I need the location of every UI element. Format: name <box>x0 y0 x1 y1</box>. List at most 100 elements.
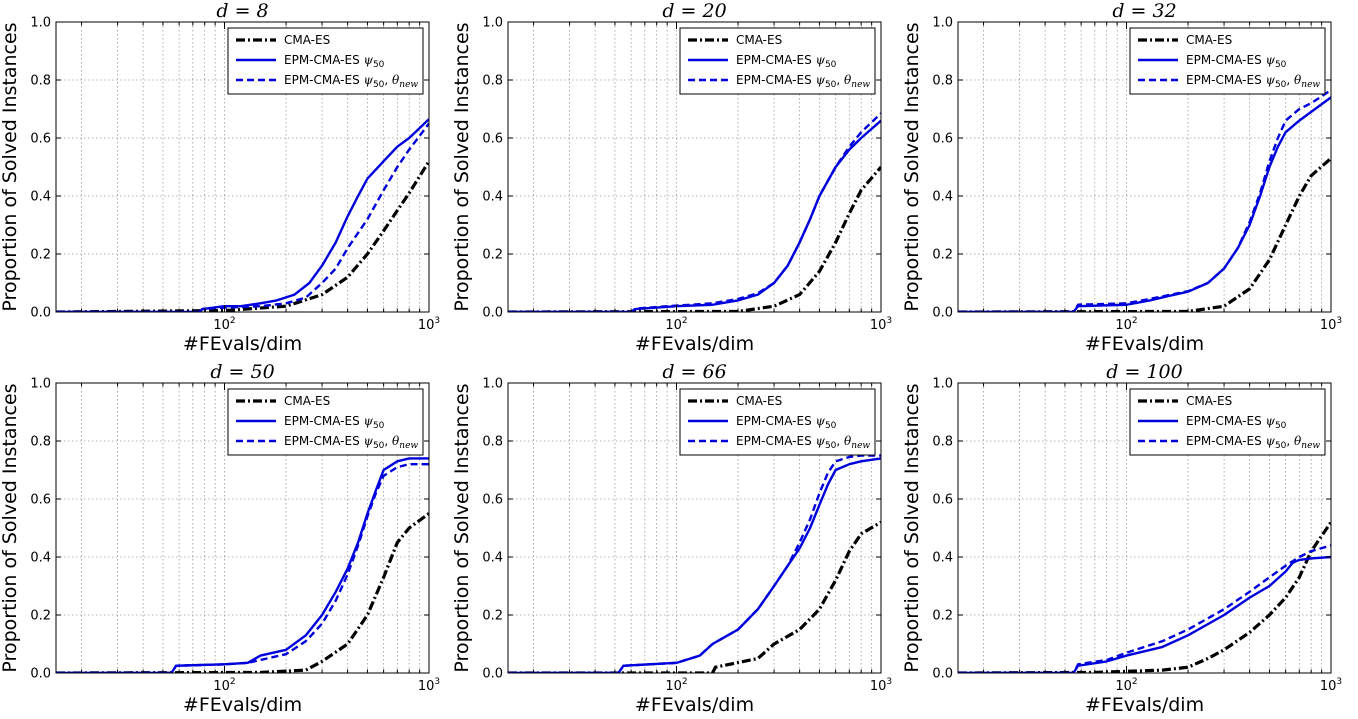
legend-label-1: EPM-CMA-ES ψ50​ <box>736 414 837 431</box>
y-tick-label: 0.8 <box>482 435 503 450</box>
y-tick-label: 0.2 <box>30 609 51 624</box>
legend-label-1: EPM-CMA-ES ψ50​ <box>284 414 385 431</box>
y-tick-label: 0.2 <box>482 609 503 624</box>
series-line-0 <box>56 512 429 673</box>
panel-title: d = 32 <box>1112 0 1176 22</box>
y-tick-label: 1.0 <box>30 16 51 31</box>
legend-label-1: EPM-CMA-ES ψ50​ <box>284 53 385 70</box>
y-tick-label: 0.0 <box>482 306 503 321</box>
y-tick-label: 0.0 <box>30 306 51 321</box>
x-axis-label: #FEvals/dim <box>635 694 754 716</box>
x-axis-label: #FEvals/dim <box>183 333 302 355</box>
y-tick-label: 1.0 <box>482 16 503 31</box>
y-tick-label: 0.2 <box>932 609 953 624</box>
legend-label-2: EPM-CMA-ES ψ50​, θnew​ <box>1186 73 1320 90</box>
series-line-2 <box>958 89 1331 312</box>
y-tick-label: 0.8 <box>30 74 51 89</box>
series-group <box>508 454 881 673</box>
y-tick-label: 0.2 <box>932 248 953 263</box>
y-tick-label: 0.0 <box>932 306 953 321</box>
series-line-0 <box>958 157 1331 312</box>
plot-frame <box>55 21 430 313</box>
x-tick-label: 102 <box>665 677 687 694</box>
y-tick-label: 1.0 <box>482 377 503 392</box>
y-tick-label: 0.6 <box>30 132 51 147</box>
series-line-1 <box>508 457 881 673</box>
y-tick-label: 0.6 <box>932 132 953 147</box>
legend-label-2: EPM-CMA-ES ψ50​, θnew​ <box>1186 434 1320 451</box>
series-line-1 <box>508 119 881 312</box>
y-tick-label: 0.2 <box>30 248 51 263</box>
y-tick-label: 0.8 <box>932 435 953 450</box>
x-tick-label: 102 <box>213 316 235 333</box>
x-tick-label: 103 <box>1320 316 1342 333</box>
y-tick-label: 0.6 <box>482 493 503 508</box>
series-line-2 <box>508 112 881 312</box>
series-line-2 <box>508 454 881 673</box>
chart-panel-5: 0.0 0.2 0.4 0.6 0.8 1.0 102 103 d = 100 #FEvals/d… <box>901 361 1342 716</box>
y-tick-label: 0.0 <box>932 667 953 682</box>
y-tick-label: 0.4 <box>482 190 503 205</box>
y-tick-label: 0.4 <box>932 551 953 566</box>
x-tick-label: 103 <box>418 316 440 333</box>
plot-frame <box>55 382 430 674</box>
legend-label-0: CMA-ES <box>1186 394 1232 408</box>
panel-title: d = 50 <box>210 361 274 383</box>
y-tick-label: 0.0 <box>30 667 51 682</box>
chart-panel-0: 0.0 0.2 0.4 0.6 0.8 1.0 102 103 d = 8 #FEvals/dim… <box>0 0 440 355</box>
legend-label-2: EPM-CMA-ES ψ50​, θnew​ <box>284 73 418 90</box>
legend-label-2: EPM-CMA-ES ψ50​, θnew​ <box>736 73 870 90</box>
y-tick-label: 0.4 <box>30 190 51 205</box>
panel-title: d = 20 <box>662 0 726 22</box>
y-tick-label: 1.0 <box>932 16 953 31</box>
legend-label-1: EPM-CMA-ES ψ50​ <box>1186 414 1287 431</box>
x-axis-label: #FEvals/dim <box>1085 333 1204 355</box>
y-tick-label: 0.8 <box>30 435 51 450</box>
y-axis-label: Proportion of Solved Instances <box>0 22 21 311</box>
y-tick-label: 0.8 <box>932 74 953 89</box>
legend: CMA-ES EPM-CMA-ES ψ50​ EPM-CMA-ES ψ50​, θn… <box>227 27 424 95</box>
y-tick-label: 1.0 <box>932 377 953 392</box>
y-tick-label: 0.4 <box>30 551 51 566</box>
legend-label-2: EPM-CMA-ES ψ50​, θnew​ <box>736 434 870 451</box>
x-axis-label: #FEvals/dim <box>635 333 754 355</box>
series-line-1 <box>56 457 429 673</box>
x-tick-label: 102 <box>665 316 687 333</box>
series-line-0 <box>508 165 881 312</box>
x-tick-label: 103 <box>418 677 440 694</box>
x-axis-label: #FEvals/dim <box>183 694 302 716</box>
chart-panel-4: 0.0 0.2 0.4 0.6 0.8 1.0 102 103 d = 66 #FEvals/di… <box>451 361 892 716</box>
legend: CMA-ES EPM-CMA-ES ψ50​ EPM-CMA-ES ψ50​, θn… <box>227 388 424 456</box>
series-line-0 <box>508 520 881 673</box>
series-line-1 <box>958 96 1331 312</box>
legend: CMA-ES EPM-CMA-ES ψ50​ EPM-CMA-ES ψ50​, θn… <box>679 388 876 456</box>
x-tick-label: 102 <box>213 677 235 694</box>
series-line-2 <box>56 463 429 673</box>
legend-label-0: CMA-ES <box>284 394 330 408</box>
legend: CMA-ES EPM-CMA-ES ψ50​ EPM-CMA-ES ψ50​, θn… <box>679 27 876 95</box>
legend-label-0: CMA-ES <box>736 33 782 47</box>
chart-panel-1: 0.0 0.2 0.4 0.6 0.8 1.0 102 103 d = 20 #FEvals/di… <box>451 0 892 355</box>
series-line-0 <box>56 160 429 312</box>
legend-label-2: EPM-CMA-ES ψ50​, θnew​ <box>284 434 418 451</box>
legend-label-0: CMA-ES <box>284 33 330 47</box>
y-tick-label: 0.6 <box>30 493 51 508</box>
x-tick-label: 103 <box>870 677 892 694</box>
y-tick-label: 0.8 <box>482 74 503 89</box>
y-tick-label: 0.6 <box>482 132 503 147</box>
series-line-1 <box>958 555 1331 673</box>
y-axis-label: Proportion of Solved Instances <box>0 383 21 672</box>
panel-title: d = 66 <box>662 361 726 383</box>
series-group <box>56 118 429 312</box>
series-group <box>958 89 1331 312</box>
x-tick-label: 102 <box>1115 316 1137 333</box>
legend: CMA-ES EPM-CMA-ES ψ50​ EPM-CMA-ES ψ50​, θn… <box>1129 27 1326 95</box>
series-line-0 <box>958 521 1331 673</box>
plot-frame <box>957 382 1332 674</box>
x-axis-label: #FEvals/dim <box>1085 694 1204 716</box>
series-group <box>508 112 881 312</box>
series-line-2 <box>56 122 429 312</box>
legend-label-0: CMA-ES <box>736 394 782 408</box>
y-axis-label: Proportion of Solved Instances <box>901 383 923 672</box>
